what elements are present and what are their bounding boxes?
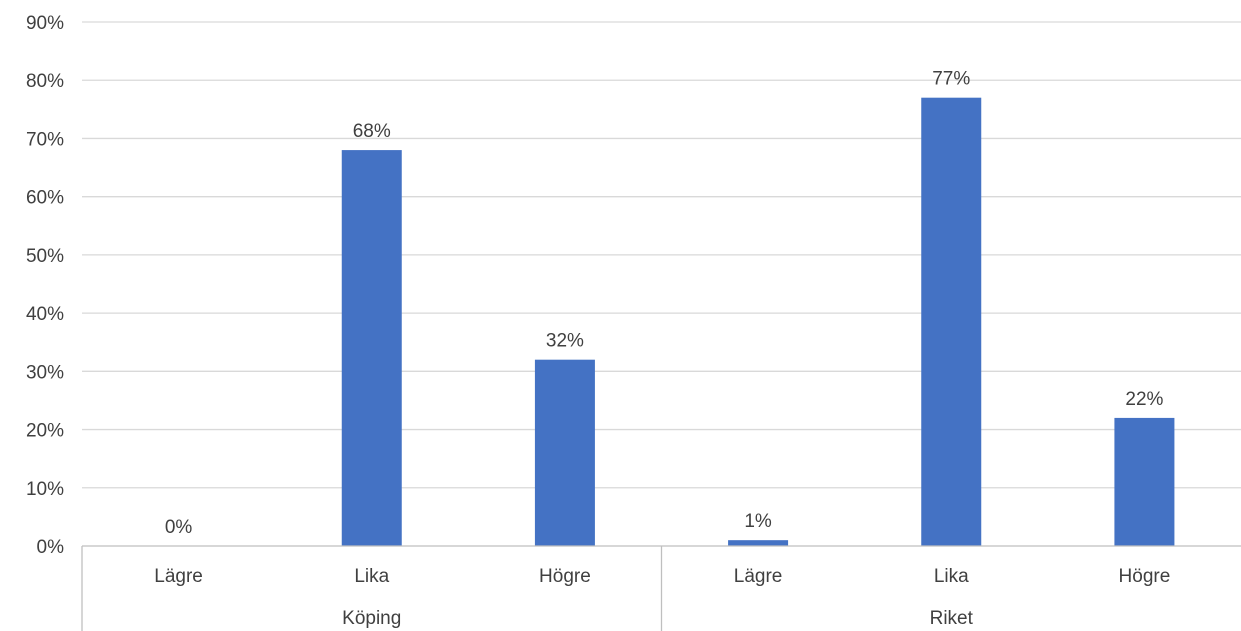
y-tick-label: 20%	[26, 421, 64, 442]
x-axis: Lägre Lika Högre Köping Lägre Lika Högre Riket	[81, 545, 1241, 631]
category-label: Lika	[934, 566, 969, 587]
data-label: 1%	[744, 511, 772, 532]
y-tick-label: 50%	[26, 246, 64, 267]
data-label: 32%	[546, 331, 584, 352]
bar	[921, 97, 982, 546]
bar	[341, 150, 402, 547]
bar	[534, 359, 595, 546]
y-tick-label: 0%	[37, 537, 65, 558]
category-label: Högre	[539, 566, 591, 587]
y-tick-label: 90%	[26, 13, 64, 34]
gridlines	[82, 21, 1241, 489]
bar	[728, 540, 789, 546]
y-tick-label: 70%	[26, 129, 64, 150]
group-label: Riket	[930, 608, 974, 629]
y-tick-label: 40%	[26, 304, 64, 325]
data-label: 0%	[165, 517, 193, 538]
y-tick-label: 60%	[26, 188, 64, 209]
y-tick-label: 80%	[26, 71, 64, 92]
category-label: Lika	[354, 566, 389, 587]
data-labels: 0% 68% 32% 1% 77% 22%	[165, 69, 1164, 538]
data-label: 77%	[932, 69, 970, 90]
y-tick-label: 30%	[26, 362, 64, 383]
data-label: 68%	[353, 121, 391, 142]
data-label: 22%	[1125, 389, 1163, 410]
category-label: Lägre	[734, 566, 783, 587]
group-label: Köping	[342, 608, 401, 629]
y-axis: 0% 10% 20% 30% 40% 50% 60% 70% 80% 90%	[26, 13, 64, 558]
y-tick-label: 10%	[26, 479, 64, 500]
category-label: Högre	[1119, 566, 1171, 587]
category-label: Lägre	[154, 566, 203, 587]
bar	[1114, 417, 1175, 546]
bars	[341, 97, 1175, 547]
